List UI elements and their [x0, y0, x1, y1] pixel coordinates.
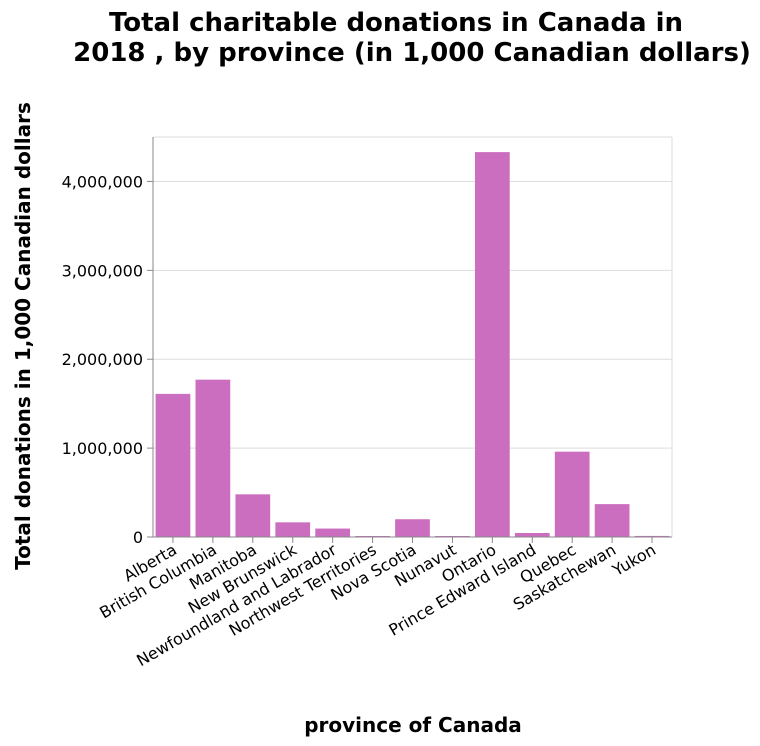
bar [474, 152, 510, 537]
bar [235, 494, 271, 537]
bar [594, 504, 630, 537]
chart-title-line-1: Total charitable donations in Canada in [109, 8, 683, 38]
bars [155, 152, 670, 537]
bar [395, 519, 430, 537]
chart-title-line-2: 2018 , by province (in 1,000 Canadian do… [73, 38, 751, 68]
bar [155, 393, 191, 537]
x-tick-label: Yukon [608, 540, 659, 580]
y-tick-label: 4,000,000 [62, 172, 143, 191]
y-tick-label: 2,000,000 [62, 350, 143, 369]
bar [634, 535, 670, 537]
bar [275, 522, 311, 537]
axes: 01,000,0002,000,0003,000,0004,000,000Alb… [62, 137, 672, 670]
y-axis-title: Total donations in 1,000 Canadian dollar… [11, 102, 35, 570]
bar [554, 451, 590, 537]
y-tick-label: 3,000,000 [62, 261, 143, 280]
x-axis-title: province of Canada [304, 713, 522, 737]
gridlines [153, 136, 673, 537]
bar [195, 379, 231, 537]
bar [315, 528, 351, 537]
y-tick-label: 1,000,000 [62, 439, 143, 458]
y-tick-label: 0 [133, 528, 143, 547]
bar [514, 533, 550, 537]
